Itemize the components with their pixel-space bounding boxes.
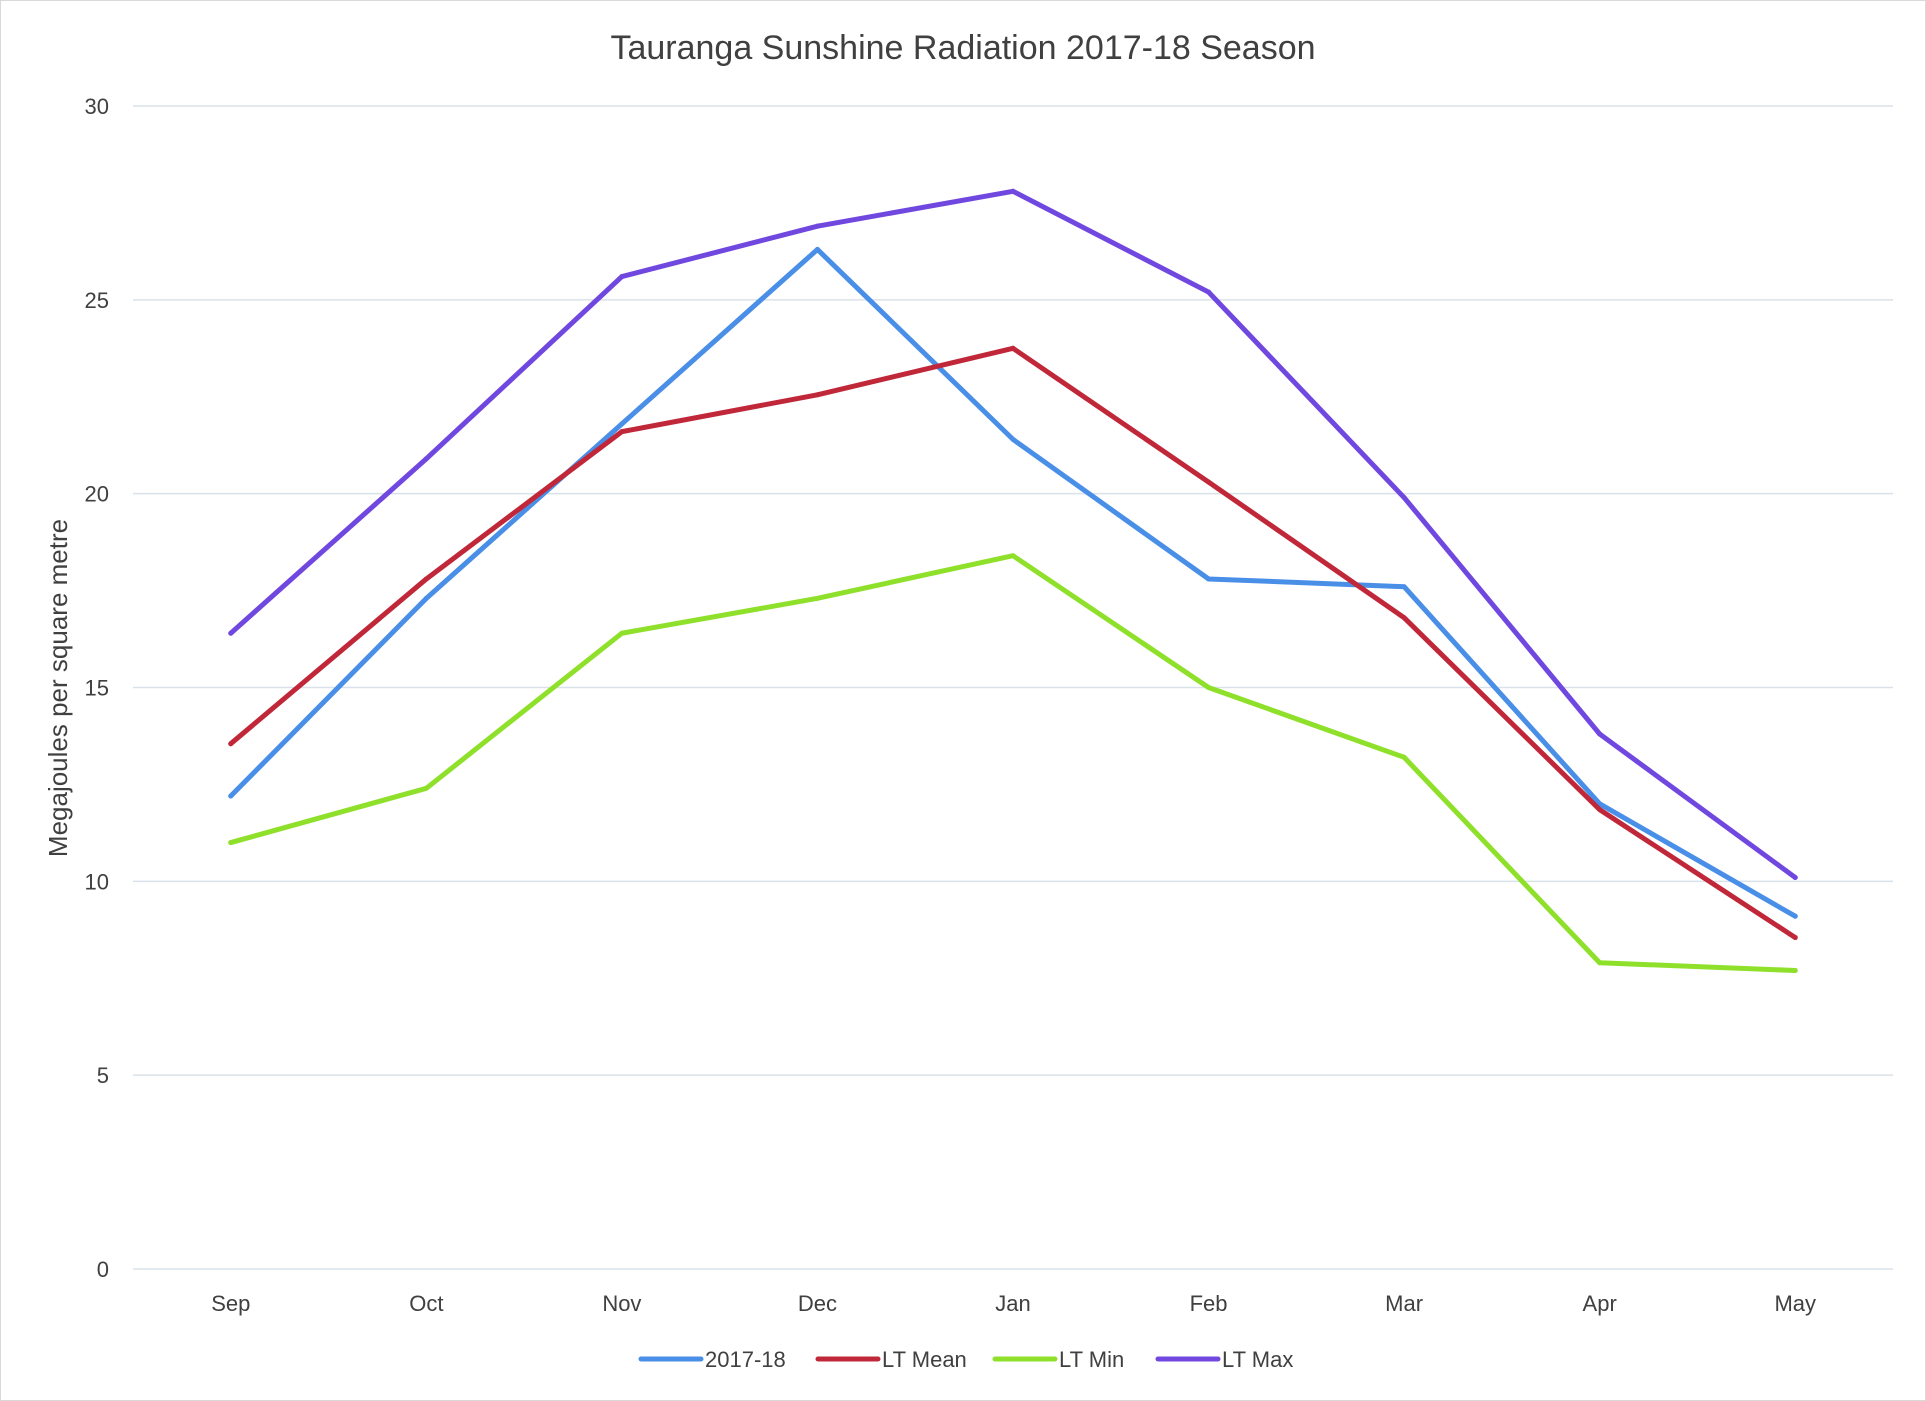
data-point <box>1010 188 1016 194</box>
legend-item: LT Min <box>992 1347 1124 1372</box>
y-tick-label: 15 <box>85 676 109 701</box>
y-tick-label: 20 <box>85 482 109 507</box>
y-tick-label: 5 <box>97 1063 109 1088</box>
legend-label: LT Min <box>1059 1347 1124 1372</box>
x-tick-label: Dec <box>798 1291 837 1316</box>
x-tick-label: Sep <box>211 1291 250 1316</box>
data-point <box>814 223 820 229</box>
data-point <box>1597 807 1603 813</box>
data-point <box>619 630 625 636</box>
data-point <box>1597 960 1603 966</box>
y-tick-label: 10 <box>85 869 109 894</box>
x-tick-label: Jan <box>995 1291 1030 1316</box>
legend-label: 2017-18 <box>705 1347 786 1372</box>
data-point <box>1792 913 1798 919</box>
legend: 2017-18 LT Mean LT Min LT Max <box>638 1347 1293 1372</box>
data-point <box>1010 345 1016 351</box>
data-point <box>1401 495 1407 501</box>
legend-label: LT Max <box>1222 1347 1293 1372</box>
legend-item: LT Max <box>1155 1347 1293 1372</box>
chart-title: Tauranga Sunshine Radiation 2017-18 Seas… <box>610 29 1315 67</box>
data-point <box>1792 967 1798 973</box>
x-tick-label: May <box>1774 1291 1816 1316</box>
data-point <box>423 595 429 601</box>
legend-item: 2017-18 <box>638 1347 786 1372</box>
data-point <box>619 274 625 280</box>
data-point <box>423 785 429 791</box>
y-tick-label: 0 <box>97 1257 109 1282</box>
x-axis-ticks: Sep Oct Nov Dec Jan Feb Mar Apr May <box>211 1291 1816 1316</box>
legend-label: LT Mean <box>882 1347 967 1372</box>
y-axis-label: Megajoules per square metre <box>43 519 73 857</box>
data-point <box>1206 289 1212 295</box>
data-point <box>228 793 234 799</box>
data-point <box>423 456 429 462</box>
data-point <box>1597 731 1603 737</box>
data-point <box>1401 754 1407 760</box>
x-tick-label: Mar <box>1385 1291 1423 1316</box>
series-lines <box>228 188 1798 973</box>
data-point <box>1010 553 1016 559</box>
x-tick-label: Oct <box>409 1291 443 1316</box>
data-point <box>1206 479 1212 485</box>
data-point <box>1792 935 1798 941</box>
data-point <box>1010 436 1016 442</box>
data-point <box>814 246 820 252</box>
data-point <box>814 595 820 601</box>
data-point <box>619 429 625 435</box>
data-point <box>619 421 625 427</box>
data-point <box>228 840 234 846</box>
data-point <box>814 392 820 398</box>
x-tick-label: Feb <box>1190 1291 1228 1316</box>
y-axis-ticks: 0 5 10 15 20 25 30 <box>85 94 109 1282</box>
data-point <box>1401 615 1407 621</box>
data-point <box>228 741 234 747</box>
y-tick-label: 30 <box>85 94 109 119</box>
data-point <box>1792 874 1798 880</box>
data-point <box>228 630 234 636</box>
y-tick-label: 25 <box>85 288 109 313</box>
x-tick-label: Nov <box>602 1291 641 1316</box>
data-point <box>1206 685 1212 690</box>
data-point <box>423 576 429 582</box>
data-point <box>1206 576 1212 582</box>
data-point <box>1401 584 1407 590</box>
x-tick-label: Apr <box>1583 1291 1617 1316</box>
legend-item: LT Mean <box>815 1347 967 1372</box>
gridlines <box>133 105 1893 1270</box>
